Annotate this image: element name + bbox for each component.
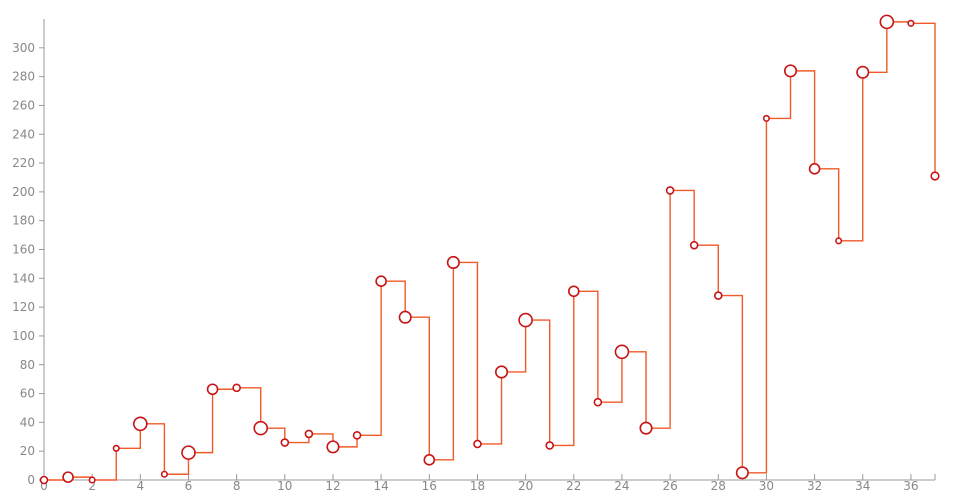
- y-tick-label: 260: [12, 98, 35, 112]
- x-tick-label: 12: [325, 479, 340, 493]
- y-tick-label: 100: [12, 329, 35, 343]
- data-point: [304, 429, 314, 439]
- data-point: [735, 466, 749, 480]
- data-point: [62, 471, 74, 483]
- y-tick-label: 240: [12, 127, 35, 141]
- data-point: [545, 441, 555, 450]
- x-tick-label: 4: [137, 479, 145, 493]
- data-point: [808, 163, 821, 175]
- data-point: [593, 397, 603, 407]
- x-tick-label: 36: [903, 479, 918, 493]
- x-tick-label: 24: [614, 479, 629, 493]
- y-tick-label: 60: [20, 387, 35, 401]
- data-point: [423, 454, 436, 466]
- x-tick-label: 20: [518, 479, 533, 493]
- data-point: [665, 186, 675, 195]
- y-ticks: 0 20 40 60 80 100 120 140 160 180 200 220 240 260 280 3…: [12, 41, 44, 487]
- y-tick-label: 80: [20, 358, 35, 372]
- x-tick-label: 8: [233, 479, 241, 493]
- y-tick-label: 40: [20, 415, 35, 429]
- data-point: [88, 476, 96, 484]
- x-tick-label: 32: [807, 479, 822, 493]
- y-tick-label: 220: [12, 156, 35, 170]
- data-point: [567, 285, 580, 298]
- data-point: [879, 14, 895, 30]
- x-tick-label: 2: [88, 479, 96, 493]
- series-step-line: [44, 21, 936, 481]
- x-tick-label: 30: [759, 479, 774, 493]
- y-tick-label: 160: [12, 243, 35, 257]
- x-tick-label: 18: [470, 479, 485, 493]
- data-point: [473, 439, 482, 449]
- data-point: [856, 65, 870, 79]
- y-tick-label: 0: [27, 473, 35, 487]
- data-point: [398, 310, 412, 324]
- y-tick-label: 200: [12, 185, 35, 199]
- data-point: [614, 344, 630, 360]
- data-point: [930, 171, 940, 181]
- x-tick-label: 0: [40, 479, 48, 493]
- data-point: [713, 291, 723, 300]
- data-point: [112, 444, 120, 452]
- data-point: [160, 470, 168, 478]
- x-tick-label: 6: [185, 479, 193, 493]
- x-tick-label: 26: [662, 479, 677, 493]
- data-point: [907, 19, 915, 27]
- marker-layer: [39, 14, 940, 485]
- data-point: [39, 475, 49, 485]
- x-ticks: 0 2 4 6 8 10 12 14 16 18 20 22 24 26 28 30 32 34 36: [40, 474, 936, 493]
- data-point: [253, 420, 269, 436]
- y-tick-label: 20: [20, 444, 35, 458]
- data-point: [232, 383, 241, 393]
- x-tick-label: 14: [373, 479, 388, 493]
- data-point: [689, 240, 699, 250]
- data-point: [133, 416, 148, 432]
- y-tick-label: 180: [12, 214, 35, 228]
- x-tick-label: 16: [422, 479, 437, 493]
- x-tick-label: 34: [855, 479, 870, 493]
- data-point: [446, 255, 460, 270]
- data-point: [206, 383, 219, 396]
- data-point: [494, 365, 509, 379]
- data-point: [181, 445, 196, 460]
- series-layer: [44, 21, 936, 481]
- data-point: [518, 312, 533, 328]
- data-point: [783, 64, 798, 78]
- data-point: [639, 421, 653, 435]
- data-point: [835, 237, 843, 245]
- y-tick-label: 300: [12, 41, 35, 55]
- data-point: [762, 114, 770, 122]
- y-tick-label: 280: [12, 70, 35, 84]
- x-tick-label: 22: [566, 479, 581, 493]
- x-tick-label: 10: [277, 479, 292, 493]
- x-tick-label: 28: [711, 479, 726, 493]
- y-tick-label: 140: [12, 271, 35, 285]
- data-point: [280, 438, 290, 447]
- data-point: [375, 275, 387, 287]
- y-tick-label: 120: [12, 300, 35, 314]
- data-point: [326, 440, 340, 454]
- data-point: [352, 431, 362, 440]
